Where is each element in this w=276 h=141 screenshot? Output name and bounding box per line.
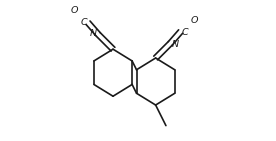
Text: N: N: [172, 39, 179, 49]
Text: N: N: [90, 29, 97, 38]
Text: C: C: [181, 28, 188, 37]
Text: C: C: [81, 17, 87, 27]
Text: O: O: [190, 16, 198, 25]
Text: O: O: [71, 6, 78, 15]
